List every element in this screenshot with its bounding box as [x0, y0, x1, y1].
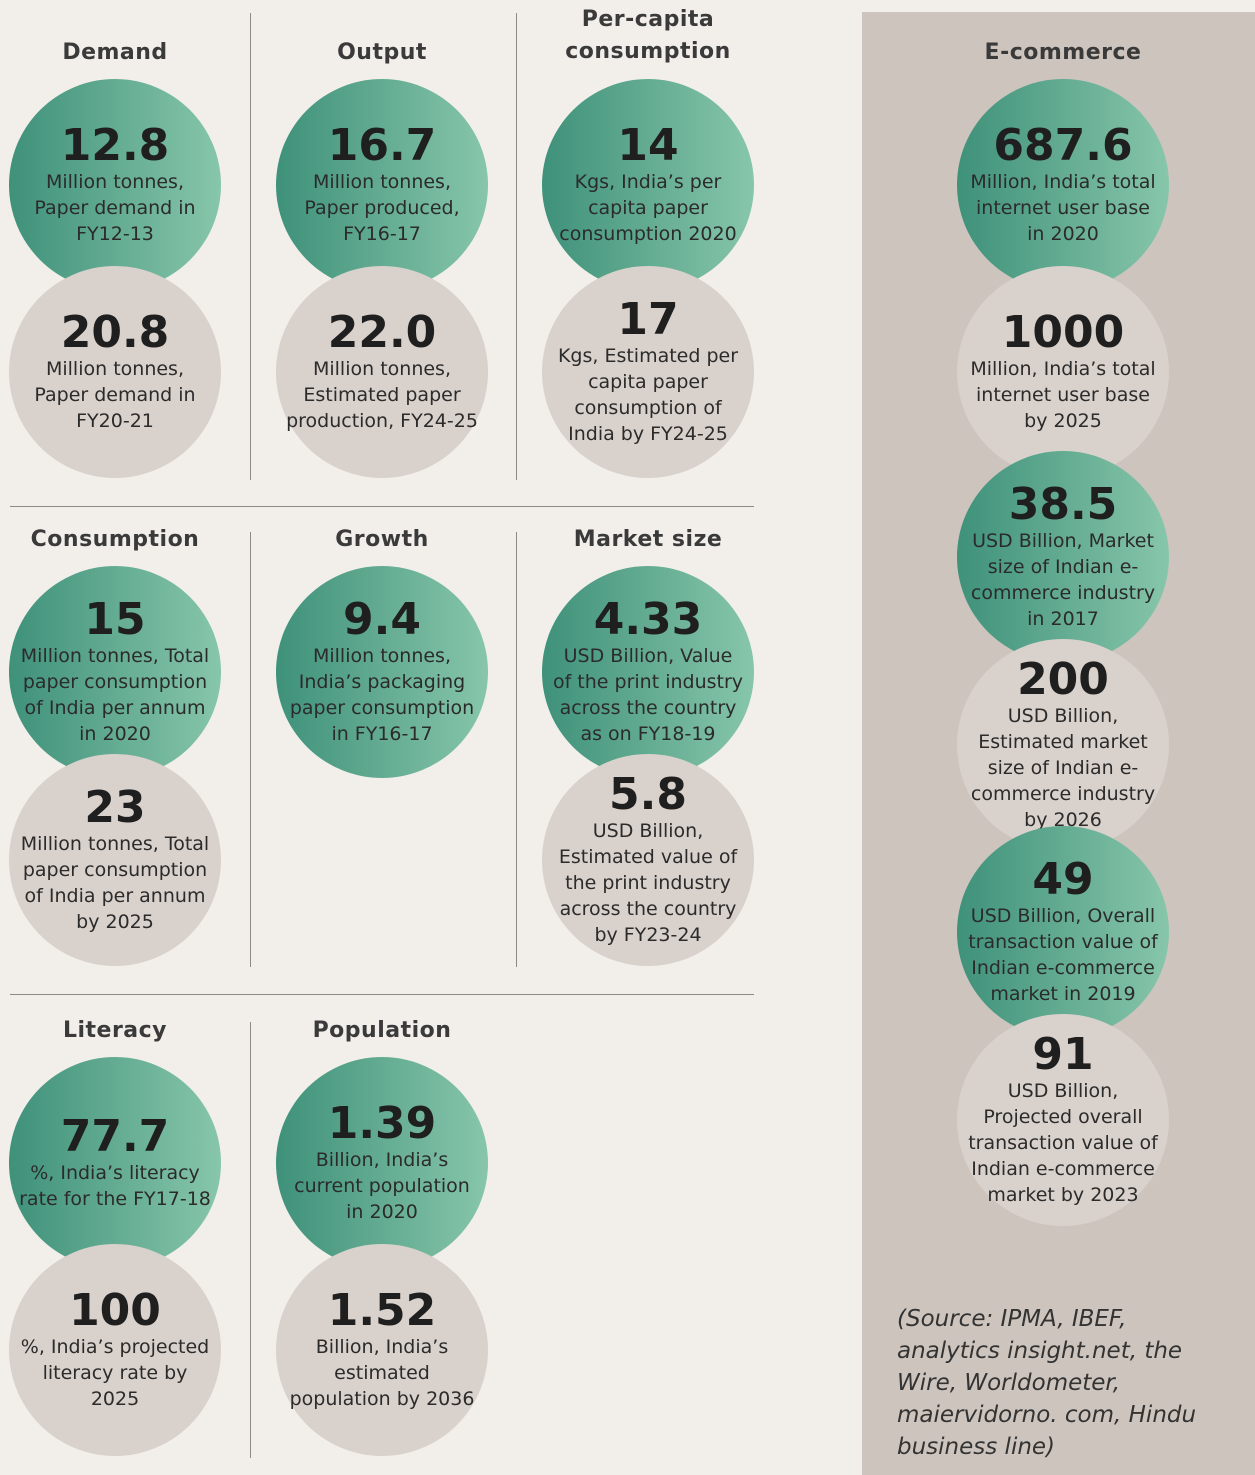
stat-description: %, India’s projected literacy rate by 20… — [20, 1336, 210, 1410]
stat-value: 1.39 — [327, 1098, 437, 1149]
stat-value: 687.6 — [993, 120, 1133, 171]
stat-description: Million tonnes, Estimated paper producti… — [286, 358, 478, 432]
divider — [250, 1022, 251, 1458]
stat-description: USD Billion, Estimated value of the prin… — [558, 820, 738, 946]
stat-description: Million tonnes, Paper produced, FY16-17 — [304, 171, 460, 245]
stat-description: %, India’s literacy rate for the FY17-18 — [19, 1162, 211, 1210]
stat-value: 16.7 — [327, 120, 437, 171]
section-title: Per-capita consumption — [565, 7, 731, 64]
stat-circle: 77.7%, India’s literacy rate for the FY1… — [9, 1057, 221, 1269]
section-title: Market size — [573, 527, 723, 552]
stat-description: USD Billion, Overall transaction value o… — [968, 905, 1158, 1005]
stat-value: 38.5 — [1008, 479, 1118, 530]
divider — [516, 13, 517, 480]
stat-value: 14 — [617, 120, 679, 171]
stat-circle: 4.33 USD Billion, Value of the print indu… — [542, 566, 754, 778]
stat-circle: 17 Kgs, Estimated per capita paper consum… — [542, 266, 754, 478]
section-title: Output — [337, 40, 427, 65]
section-title: Literacy — [62, 1018, 168, 1043]
stat-value: 1000 — [1001, 307, 1125, 358]
stat-circle: 20.8 Million tonnes, Paper demand in FY20… — [9, 266, 221, 478]
stat-value: 91 — [1032, 1029, 1094, 1080]
stat-circle: 5.8 USD Billion, Estimated value of the p… — [542, 754, 754, 966]
stat-circle: 15 Million tonnes, Total paper consumptio… — [9, 566, 221, 778]
stat-circle: 22.0 Million tonnes, Estimated paper prod… — [276, 266, 488, 478]
stat-description: Million tonnes, India’s packaging paper … — [289, 645, 475, 745]
stat-description: Million tonnes, Total paper consumption … — [20, 645, 210, 745]
stat-description: Kgs, India’s per capita paper consumptio… — [559, 171, 737, 245]
stat-circle: 1.52 Billion, India’s estimated populatio… — [276, 1244, 488, 1456]
stat-description: Million tonnes, Paper demand in FY20-21 — [34, 358, 196, 432]
stat-description: USD Billion, Value of the print industry… — [552, 645, 744, 745]
section-title: E-commerce — [984, 40, 1142, 65]
stat-value: 100 — [69, 1285, 161, 1336]
stat-description: USD Billion, Market size of Indian e-com… — [970, 530, 1156, 630]
stat-value: 200 — [1017, 654, 1109, 705]
stat-circle: 687.6 Million, India’s total internet use… — [957, 79, 1169, 291]
divider — [10, 994, 754, 995]
stat-value: 49 — [1032, 854, 1094, 905]
stat-circle: 12.8 Million tonnes, Paper demand in FY12… — [9, 79, 221, 291]
section-title: Growth — [335, 527, 429, 552]
stat-description: Million tonnes, Total paper consumption … — [20, 833, 210, 933]
stat-circle: 91 USD Billion, Projected overall transac… — [957, 1014, 1169, 1226]
source-note: (Source: IPMA, IBEF, analytics insight.n… — [897, 1306, 1197, 1460]
stat-circle: 14 Kgs, India’s per capita paper consumpt… — [542, 79, 754, 291]
stat-description: Million, India’s total internet user bas… — [970, 171, 1156, 245]
stat-circle: 49 USD Billion, Overall transaction value… — [957, 826, 1169, 1038]
stat-description: USD Billion, Projected overall transacti… — [968, 1080, 1158, 1206]
section-title: Demand — [62, 40, 168, 65]
stat-circle: 100%, India’s projected literacy rate by… — [9, 1244, 221, 1456]
stat-circle: 1.39 Billion, India’s current population … — [276, 1057, 488, 1269]
stat-value: 22.0 — [327, 307, 437, 358]
stat-value: 4.33 — [593, 594, 703, 645]
stat-description: Kgs, Estimated per capita paper consumpt… — [557, 345, 739, 445]
stat-circle: 38.5 USD Billion, Market size of Indian e… — [957, 451, 1169, 663]
stat-circle: 23 Million tonnes, Total paper consumptio… — [9, 754, 221, 966]
divider — [516, 532, 517, 967]
stat-value: 15 — [84, 594, 146, 645]
stat-value: 12.8 — [60, 120, 170, 171]
stat-description: Million tonnes, Paper demand in FY12-13 — [34, 171, 196, 245]
stat-value: 9.4 — [343, 594, 421, 645]
stat-description: USD Billion, Estimated market size of In… — [970, 705, 1156, 831]
stat-description: Million, India’s total internet user bas… — [970, 358, 1156, 432]
section-title: Consumption — [30, 527, 200, 552]
stat-description: Billion, India’s current population in 2… — [294, 1149, 470, 1223]
stat-circle: 9.4 Million tonnes, India’s packaging pap… — [276, 566, 488, 778]
divider — [10, 506, 754, 507]
stat-value: 5.8 — [609, 769, 687, 820]
stat-value: 1.52 — [327, 1285, 437, 1336]
section-title: Population — [312, 1018, 452, 1043]
stat-value: 17 — [617, 294, 679, 345]
stat-value: 20.8 — [60, 307, 170, 358]
stat-value: 77.7 — [60, 1111, 170, 1162]
stat-value: 23 — [84, 782, 146, 833]
divider — [250, 13, 251, 480]
divider — [250, 532, 251, 967]
stat-circle: 200 USD Billion, Estimated market size of… — [957, 639, 1169, 851]
stat-circle: 16.7 Million tonnes, Paper produced, FY16… — [276, 79, 488, 291]
stat-circle: 1000 Million, India’s total internet user… — [957, 266, 1169, 478]
stat-description: Billion, India’s estimated population by… — [289, 1336, 475, 1410]
